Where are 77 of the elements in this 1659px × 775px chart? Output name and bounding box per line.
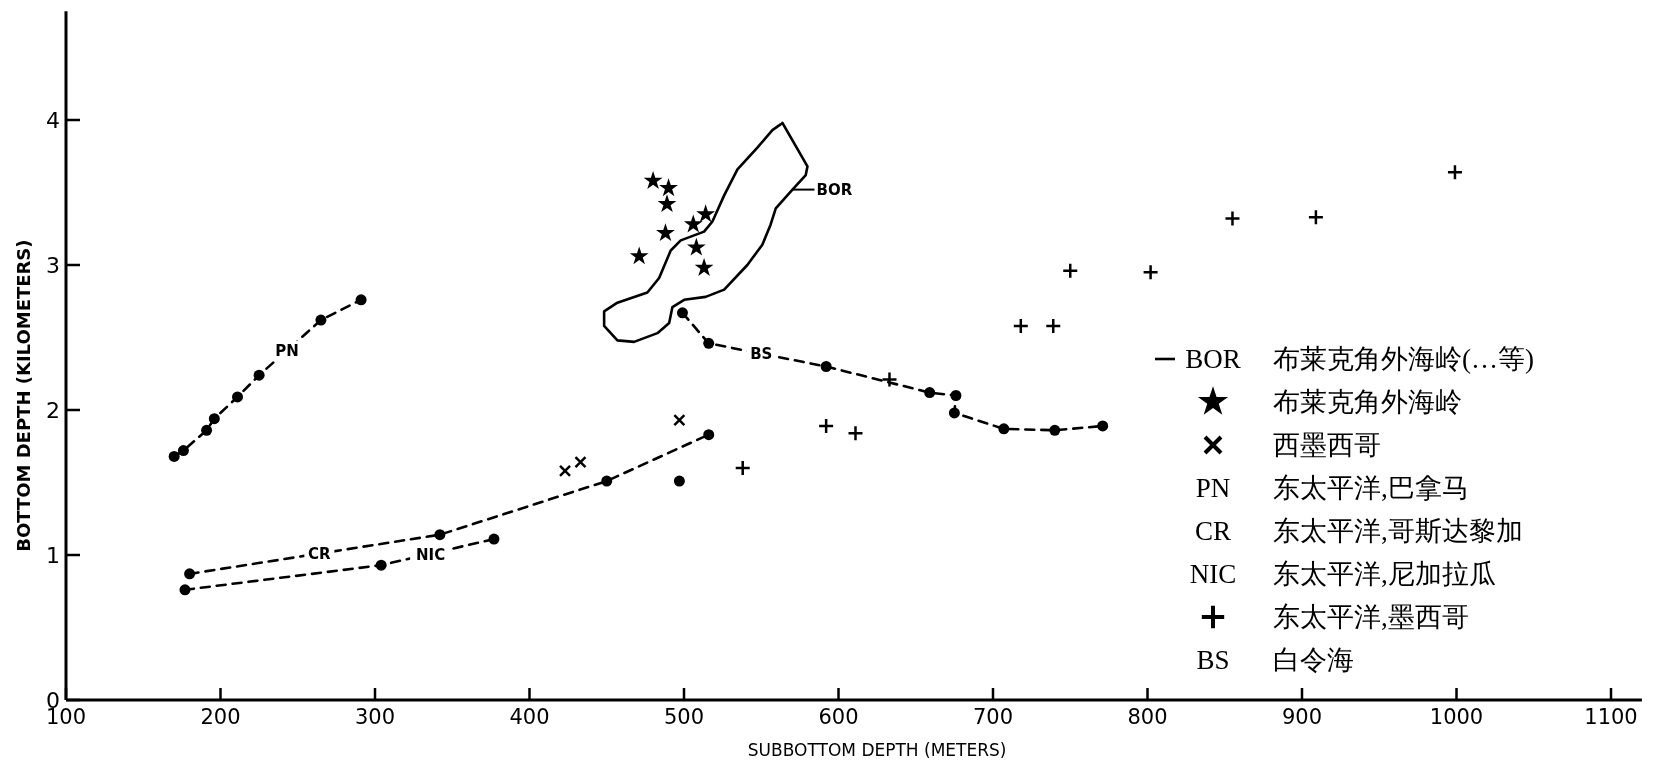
point [948,407,960,419]
x-tick-label: 700 [972,705,1014,729]
point [820,361,832,372]
point [643,171,663,189]
point [601,475,613,487]
text: BS 白令海 [1196,645,1354,676]
point [232,391,243,403]
legend-label: 布莱克角外海岭 [1273,387,1462,418]
point [673,475,685,487]
point [1062,262,1079,280]
x-tick-label: 1100 [1584,705,1638,729]
annotation: BOR [816,180,853,199]
point [998,423,1010,435]
point [703,337,715,349]
point [1012,317,1030,335]
point [656,223,675,242]
x-tick-label: 800 [1127,705,1168,729]
x-tick-label: 400 [509,705,550,729]
point [696,204,716,223]
point [253,369,265,381]
annotation: BS [750,344,773,363]
text: CR 东太平洋,哥斯达黎加 [1194,516,1523,547]
point [683,214,703,233]
point [184,568,196,580]
x-tick-label: 500 [663,705,705,729]
point [924,387,936,399]
point [315,314,327,326]
text: PN 东太平洋,巴拿马 [1195,473,1469,504]
point [375,559,387,571]
point [676,307,688,319]
annotation: CR [308,544,332,563]
point [355,294,367,306]
y-tick-label: 2 [46,397,60,423]
point [686,237,706,256]
y-axis-title: BOTTOM DEPTH (KILOMETERS) [13,239,34,552]
point [847,424,864,442]
y-tick-label: 1 [46,542,60,568]
point [1142,264,1159,281]
point [1049,424,1061,436]
point [673,413,686,427]
point [201,424,213,436]
point [817,417,835,435]
legend-label: 东太平洋,墨西哥 [1273,602,1469,633]
point [1097,420,1109,432]
point [558,464,572,478]
x-tick-label: 300 [354,705,396,729]
point [1224,210,1241,227]
point [488,533,500,545]
annotation: NIC [416,546,446,565]
point [734,459,751,477]
x-tick-label: 1000 [1429,705,1484,729]
x-axis-title: SUBBOTTOM DEPTH (METERS) [747,740,1007,760]
x-tick-label: 900 [1281,705,1323,729]
annotation: PN [275,341,299,360]
point [179,584,191,596]
point [694,258,714,276]
point [168,450,180,462]
point [950,390,962,401]
y-tick-label: 3 [46,252,60,278]
point [881,371,898,388]
y-tick-label: 4 [46,107,60,133]
point [574,455,587,469]
point [434,529,446,541]
point [208,413,220,425]
point [629,246,649,265]
legend-label: 西墨西哥 [1273,430,1381,461]
point [1446,163,1464,181]
x-tick-label: 200 [200,705,241,729]
legend-label: BOR 布莱克角外海岭(…等) [1185,344,1534,375]
point [659,178,678,197]
point [177,445,189,457]
text: NIC 东太平洋,尼加拉瓜 [1189,559,1496,590]
point [657,194,677,213]
point [1045,317,1062,335]
point [1307,208,1325,226]
x-tick-label: 600 [818,705,859,729]
point [703,429,715,441]
